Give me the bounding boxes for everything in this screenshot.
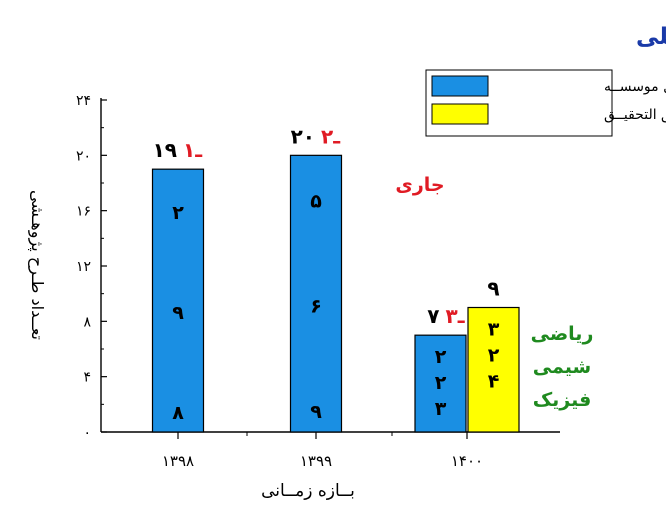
- legend-label: داخل موسســه: [604, 79, 666, 95]
- y-tick-label: ۲۰: [76, 148, 91, 164]
- bars: [151, 154, 520, 433]
- bar-inner-digit: ۲: [172, 202, 184, 224]
- field-label: شیمی: [533, 356, 591, 378]
- bar-inner-digit: ۶: [310, 296, 322, 318]
- bar: [151, 168, 205, 433]
- bar-inner-digit: ۴: [488, 371, 500, 393]
- x-tick-label: ۱۳۹۸: [162, 452, 194, 470]
- bar-inner-digit: ۵: [310, 191, 322, 213]
- bar-inner-digit: ۹: [172, 302, 184, 324]
- y-tick-label: ۱۶: [76, 204, 91, 220]
- bar-count-label: ۹: [487, 277, 499, 301]
- bar-count-label: ۱۹: [153, 138, 177, 162]
- bar-inner-digit: ۸: [172, 402, 184, 424]
- y-axis-label: تعــداد طـرح پژوهـشی: [27, 190, 47, 340]
- bar-count-label: ۷: [427, 304, 439, 328]
- y-tick-label: ۸: [83, 314, 91, 330]
- bar-inner-digit: ۳: [435, 398, 447, 420]
- x-axis-label: بــازه زمــانی: [261, 481, 355, 501]
- bar-inner-digit: ۲: [435, 372, 447, 394]
- bar-inner-digit: ۹: [310, 401, 322, 423]
- legend: داخل موسســه حــق التحقیــق: [425, 69, 666, 137]
- current-annotation: جاری: [395, 174, 444, 196]
- y-tick-label: ۲۴: [76, 93, 91, 109]
- bar-inner-digit: ۳: [488, 319, 500, 341]
- chart-title: طرح پژوهشی داخلی: [636, 24, 666, 50]
- bar-index-label: ۲ـ: [321, 124, 341, 148]
- y-tick-label: ۴: [83, 370, 91, 386]
- x-tick-label: ۱۳۹۹: [300, 452, 332, 470]
- field-label: ریاضی: [531, 323, 594, 345]
- legend-swatch: [431, 75, 489, 97]
- bar-inner-digit: ۲: [488, 345, 500, 367]
- y-tick-label: ۰: [83, 425, 91, 441]
- legend-label: حــق التحقیــق: [604, 107, 666, 123]
- bar-count-label: ۲۰: [291, 124, 315, 148]
- legend-swatch: [431, 103, 489, 125]
- fields-annotation: ریاضی شیمی فیزیک: [531, 323, 594, 411]
- bar: [289, 154, 343, 433]
- y-tick-label: ۱۲: [76, 259, 91, 275]
- bar-index-label: ۱ـ: [183, 138, 203, 162]
- bar-inner-digit: ۲: [435, 346, 447, 368]
- bar: [414, 334, 467, 433]
- bar-index-label: ۳ـ: [446, 304, 466, 328]
- x-tick-label: ۱۴۰۰: [451, 452, 483, 470]
- field-label: فیزیک: [533, 389, 592, 411]
- bar: [467, 306, 520, 433]
- bar-labels: ۱۹ ۱ـ ۲ ۹ ۸ ۲۰ ۲ـ ۵ ۶ ۹ ۷ ۳ـ ۲ ۲ ۳ ۹ ۳ ۲ ۴: [153, 124, 500, 424]
